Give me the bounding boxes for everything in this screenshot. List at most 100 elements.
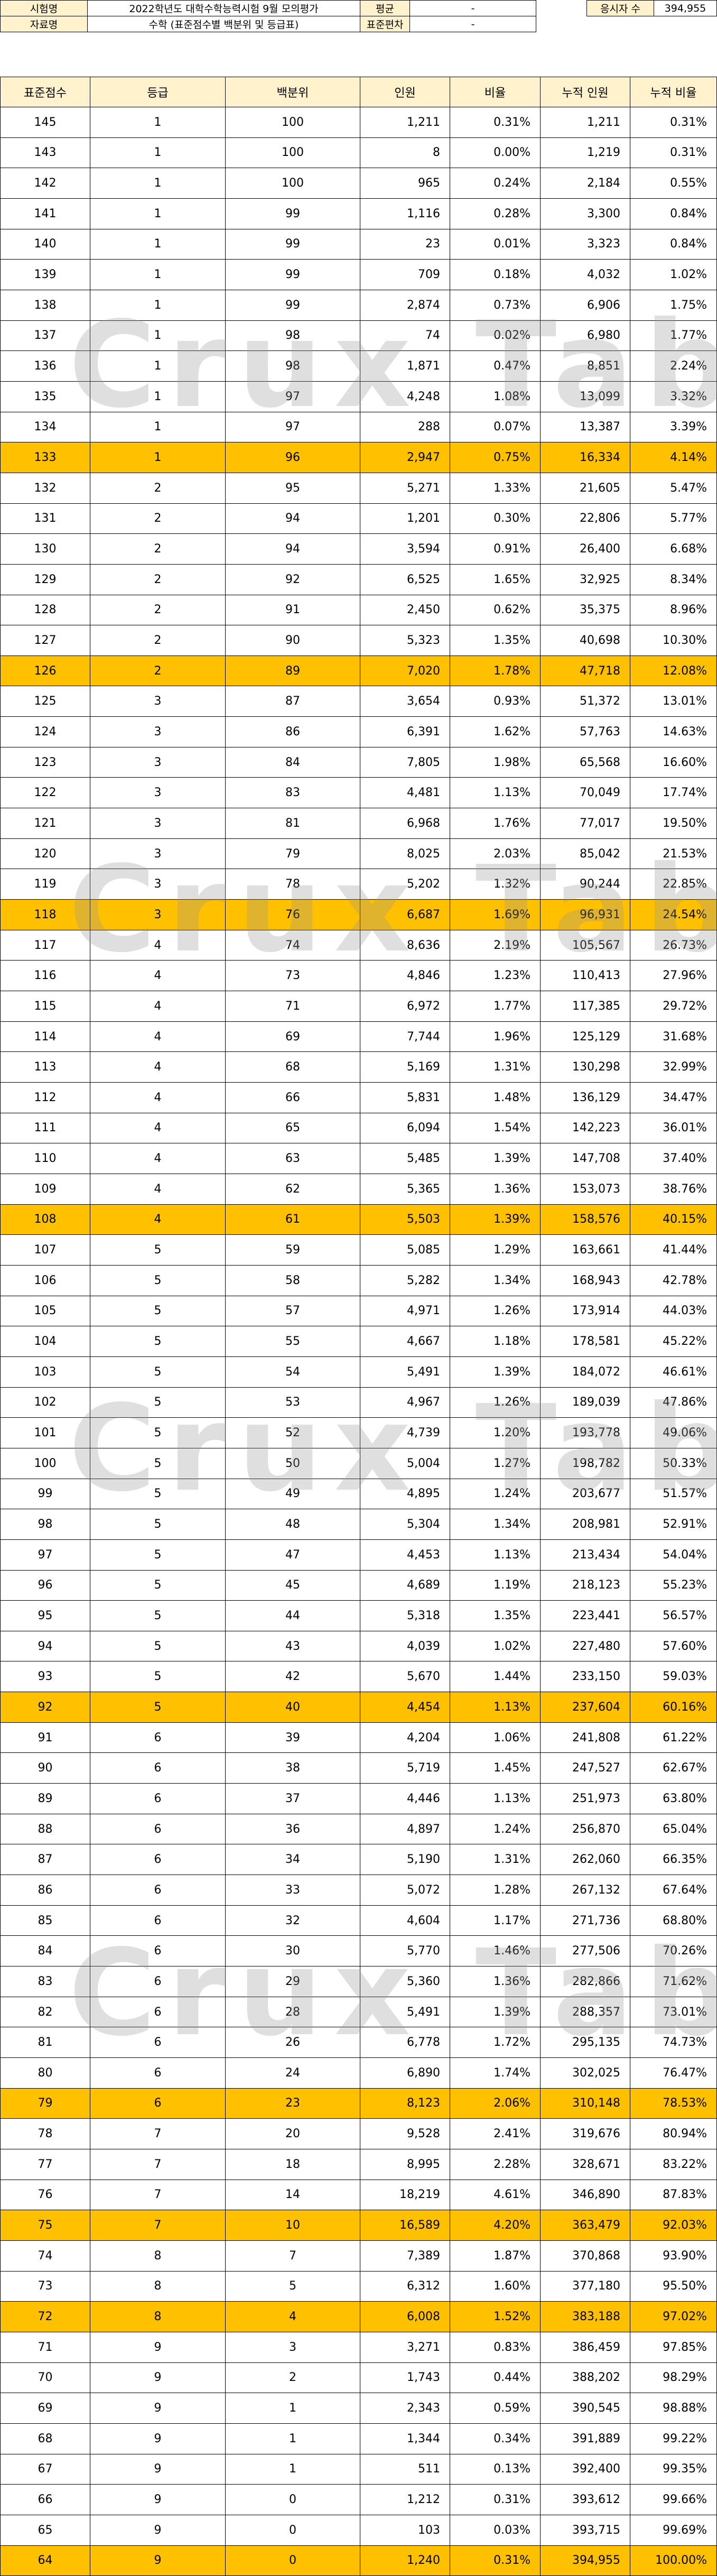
cell-cum_ratio: 57.60% [630,1630,717,1662]
cell-score: 122 [0,777,90,809]
cell-cum_ratio: 34.47% [630,1082,717,1113]
cell-ratio: 0.34% [450,2423,541,2454]
cell-score: 115 [0,991,90,1022]
cell-cum_ratio: 3.39% [630,411,717,443]
cell-n: 1,116 [360,198,450,229]
cell-score: 86 [0,1875,90,1906]
table-row: 76 7 14 18,219 4.61% 346,890 87.83% [0,2179,717,2211]
cell-score: 136 [0,350,90,382]
table-row: 95 5 44 5,318 1.35% 223,441 56.57% [0,1600,717,1631]
cell-grade: 1 [90,350,226,382]
cell-pct: 43 [225,1630,360,1662]
cell-cum: 3,300 [540,198,630,229]
cell-pct: 99 [225,228,360,260]
cell-grade: 5 [90,1295,226,1327]
cell-grade: 6 [90,2057,226,2089]
cell-cum: 32,925 [540,564,630,595]
table-row: 120 3 79 8,025 2.03% 85,042 21.53% [0,838,717,870]
cell-pct: 61 [225,1204,360,1235]
cell-n: 7,744 [360,1021,450,1052]
cell-score: 95 [0,1600,90,1631]
cell-n: 2,874 [360,289,450,321]
cell-n: 4,248 [360,381,450,412]
cell-score: 85 [0,1905,90,1936]
cell-ratio: 1.60% [450,2270,541,2302]
cell-grade: 6 [90,1722,226,1753]
cell-ratio: 1.13% [450,777,541,809]
table-row: 86 6 33 5,072 1.28% 267,132 67.64% [0,1875,717,1906]
cell-cum_ratio: 5.47% [630,472,717,504]
cell-cum_ratio: 0.84% [630,228,717,260]
cell-grade: 9 [90,2484,226,2515]
cell-score: 76 [0,2179,90,2211]
cell-cum_ratio: 12.08% [630,655,717,687]
cell-cum: 21,605 [540,472,630,504]
cell-cum_ratio: 37.40% [630,1143,717,1174]
cell-cum: 77,017 [540,808,630,839]
table-row: 68 9 1 1,344 0.34% 391,889 99.22% [0,2423,717,2454]
cell-pct: 0 [225,2484,360,2515]
cell-ratio: 0.83% [450,2331,541,2363]
cell-grade: 1 [90,320,226,352]
cell-cum_ratio: 83.22% [630,2148,717,2180]
table-row: 122 3 83 4,481 1.13% 70,049 17.74% [0,777,717,809]
cell-cum: 96,931 [540,899,630,930]
table-row: 89 6 37 4,446 1.13% 251,973 63.80% [0,1783,717,1814]
cell-score: 96 [0,1569,90,1601]
table-header: 표준점수 등급 백분위 인원 비율 누적 인원 누적 비율 [0,77,717,107]
cell-cum: 189,039 [540,1387,630,1418]
cell-ratio: 1.96% [450,1021,541,1052]
cell-cum: 147,708 [540,1143,630,1174]
cell-cum_ratio: 60.16% [630,1692,717,1723]
cell-pct: 73 [225,960,360,992]
cell-n: 4,446 [360,1783,450,1814]
cell-n: 4,971 [360,1295,450,1327]
exam-info-table: 시험명 2022학년도 대학수학능력시험 9월 모의평가 평균 - 응시자 수 … [0,0,717,32]
cell-cum: 110,413 [540,960,630,992]
cell-ratio: 1.33% [450,472,541,504]
cell-score: 127 [0,625,90,656]
table-row: 69 9 1 2,343 0.59% 390,545 98.88% [0,2393,717,2424]
cell-score: 80 [0,2057,90,2089]
cell-n: 5,503 [360,1204,450,1235]
cell-n: 7,020 [360,655,450,687]
cell-n: 4,453 [360,1539,450,1571]
cell-pct: 26 [225,2027,360,2058]
table-row: 116 4 73 4,846 1.23% 110,413 27.96% [0,960,717,992]
cell-ratio: 1.74% [450,2057,541,2089]
score-distribution-table: 표준점수 등급 백분위 인원 비율 누적 인원 누적 비율 145 1 100 1,2… [0,77,717,2576]
cell-cum: 105,567 [540,929,630,961]
cell-score: 134 [0,411,90,443]
cell-cum_ratio: 8.34% [630,564,717,595]
cell-cum_ratio: 99.66% [630,2484,717,2515]
cell-n: 6,525 [360,564,450,595]
table-row: 114 4 69 7,744 1.96% 125,129 31.68% [0,1021,717,1052]
cell-pct: 0 [225,2514,360,2546]
cell-grade: 9 [90,2331,226,2363]
cell-grade: 1 [90,228,226,260]
cell-cum_ratio: 42.78% [630,1264,717,1296]
cell-pct: 99 [225,289,360,321]
cell-score: 117 [0,929,90,961]
cell-ratio: 2.19% [450,929,541,961]
cell-grade: 8 [90,2240,226,2272]
cell-cum: 218,123 [540,1569,630,1601]
cell-ratio: 1.72% [450,2027,541,2058]
cell-grade: 2 [90,564,226,595]
cell-n: 5,072 [360,1875,450,1906]
cell-ratio: 1.28% [450,1875,541,1906]
table-row: 106 5 58 5,282 1.34% 168,943 42.78% [0,1264,717,1296]
cell-grade: 2 [90,503,226,534]
cell-score: 132 [0,472,90,504]
cell-pct: 36 [225,1813,360,1845]
cell-cum: 203,677 [540,1478,630,1510]
cell-n: 16,589 [360,2210,450,2241]
cell-pct: 38 [225,1752,360,1784]
cell-pct: 83 [225,777,360,809]
cell-grade: 5 [90,1264,226,1296]
col-header-percentile: 백분위 [225,77,360,107]
table-row: 109 4 62 5,365 1.36% 153,073 38.76% [0,1173,717,1205]
cell-cum: 256,870 [540,1813,630,1845]
cell-cum: 370,868 [540,2240,630,2272]
table-row: 126 2 89 7,020 1.78% 47,718 12.08% [0,655,717,687]
